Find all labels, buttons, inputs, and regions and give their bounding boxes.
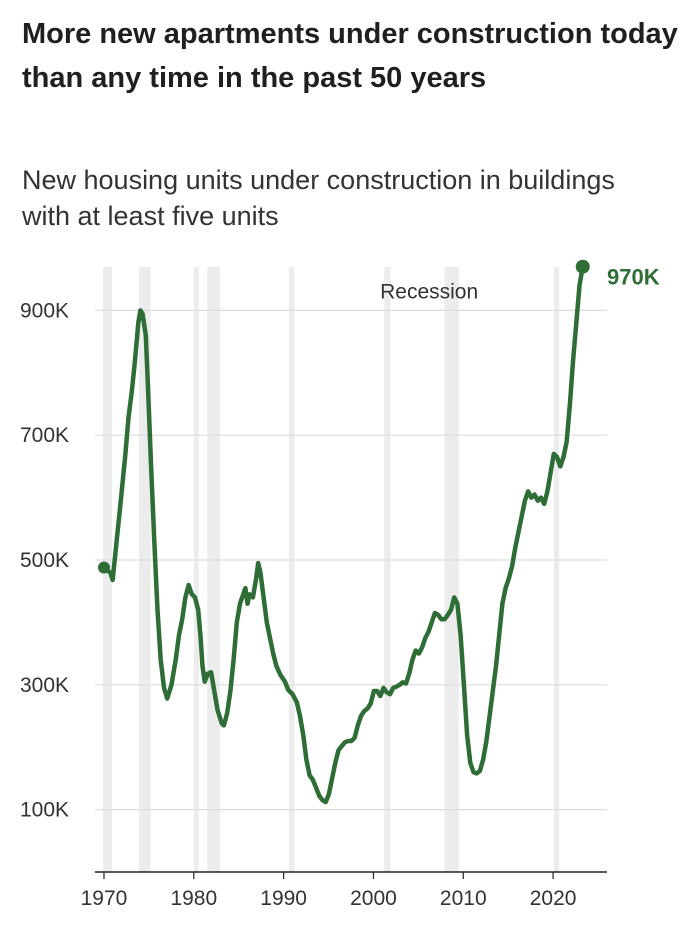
x-tick-label: 2010 — [440, 887, 487, 910]
end-point — [575, 259, 590, 274]
recession-band — [139, 267, 151, 872]
x-axis: 1970 1980 1990 2000 2010 2020 — [81, 871, 607, 910]
recession-label: Recession — [380, 281, 478, 304]
y-tick-label: 300K — [20, 674, 69, 697]
y-tick-label: 500K — [20, 549, 69, 572]
y-tick-label: 700K — [20, 424, 69, 447]
recession-band — [444, 267, 459, 872]
recession-band — [289, 267, 295, 872]
annotations: Recession — [380, 281, 478, 304]
start-point — [97, 561, 110, 574]
end-value-label: 970K — [607, 265, 660, 290]
recession-band — [193, 267, 199, 872]
recession-band — [207, 267, 220, 872]
x-tick-label: 1990 — [260, 887, 307, 910]
data-series: 970K — [97, 259, 660, 805]
x-tick-label: 2000 — [350, 887, 397, 910]
chart-subtitle: New housing units under construction in … — [22, 165, 615, 231]
recession-band — [384, 267, 391, 872]
series-line — [101, 264, 585, 805]
x-tick-label: 1970 — [81, 887, 128, 910]
grid-lines — [95, 309, 607, 811]
x-tick-label: 1980 — [170, 887, 217, 910]
y-axis: 100K 300K 500K 700K 900K — [20, 299, 69, 821]
y-tick-label: 900K — [20, 299, 69, 322]
x-tick-label: 2020 — [530, 887, 577, 910]
chart-title: More new apartments under construction t… — [22, 18, 678, 94]
recession-band — [554, 267, 560, 872]
y-tick-label: 100K — [20, 799, 69, 822]
